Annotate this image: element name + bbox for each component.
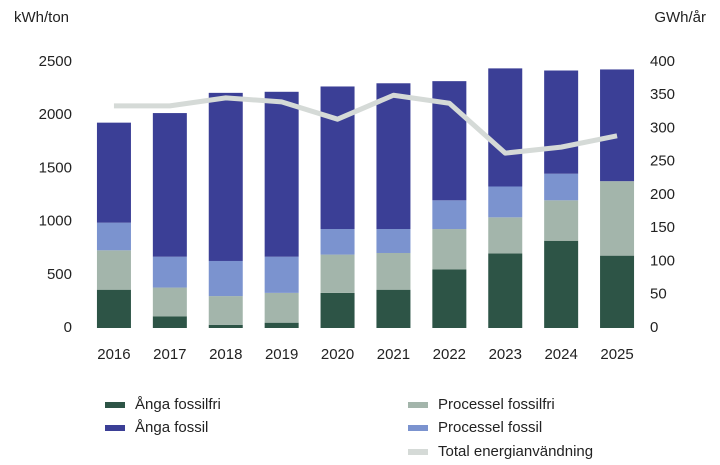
bar-segment xyxy=(376,252,411,290)
x-tick-label: 2024 xyxy=(544,346,577,363)
bar-segment xyxy=(152,287,187,317)
y2-tick-label: 50 xyxy=(650,286,667,303)
bar-segment xyxy=(544,70,579,174)
x-tick-label: 2016 xyxy=(97,346,130,363)
bar-segment xyxy=(544,240,579,328)
bar-segment xyxy=(488,186,523,218)
bar-segment xyxy=(488,217,523,254)
bar-segment xyxy=(600,255,635,328)
bar-segment xyxy=(264,91,299,257)
bar-segment xyxy=(264,322,299,328)
legend-swatch xyxy=(408,449,428,455)
x-tick-label: 2019 xyxy=(265,346,298,363)
legend-label: Processel fossil xyxy=(438,419,542,436)
x-tick-label: 2021 xyxy=(377,346,410,363)
bar-segment xyxy=(152,256,187,288)
y-tick-label: 2000 xyxy=(39,106,72,123)
bar-segment xyxy=(432,269,467,328)
x-tick-label: 2020 xyxy=(321,346,354,363)
legend-label: Total energianvändning xyxy=(438,443,593,460)
y-tick-label: 1000 xyxy=(39,213,72,230)
bar-segment xyxy=(264,292,299,323)
bar-segment xyxy=(320,86,355,230)
bar-segment xyxy=(320,292,355,328)
x-tick-label: 2017 xyxy=(153,346,186,363)
y2-tick-label: 200 xyxy=(650,186,675,203)
y-axis-label: kWh/ton xyxy=(14,9,69,26)
y2-tick-label: 150 xyxy=(650,219,675,236)
bar-segment xyxy=(376,229,411,253)
legend-swatch xyxy=(408,425,428,431)
bar-segment xyxy=(152,113,187,257)
bar-segment xyxy=(544,173,579,201)
legend-label: Processel fossilfri xyxy=(438,396,555,413)
bar-segment xyxy=(96,222,131,251)
bar-segment xyxy=(96,250,131,290)
y2-tick-label: 350 xyxy=(650,86,675,103)
bar-segment xyxy=(96,122,131,223)
x-tick-label: 2023 xyxy=(489,346,522,363)
bar-segment xyxy=(208,92,243,261)
legend-label: Ånga fossilfri xyxy=(135,396,221,413)
x-tick-label: 2018 xyxy=(209,346,242,363)
bar-segment xyxy=(208,324,243,328)
bar-segment xyxy=(432,229,467,270)
y2-axis-label: GWh/år xyxy=(654,9,706,26)
legend-swatch xyxy=(105,402,125,408)
y-tick-label: 500 xyxy=(47,266,72,283)
bar-segment xyxy=(488,68,523,187)
bar-segment xyxy=(320,229,355,255)
bar-segment xyxy=(208,260,243,297)
y2-tick-label: 300 xyxy=(650,119,675,136)
y2-tick-label: 0 xyxy=(650,319,658,336)
bar-segment xyxy=(376,289,411,328)
bar-segment xyxy=(600,181,635,256)
y2-tick-label: 250 xyxy=(650,153,675,170)
bar-segment xyxy=(376,83,411,230)
x-tick-label: 2022 xyxy=(433,346,466,363)
bar-segment xyxy=(320,254,355,293)
bar-segment xyxy=(488,253,523,328)
y2-tick-label: 400 xyxy=(650,53,675,70)
bar-segment xyxy=(152,316,187,328)
bar-segment xyxy=(264,256,299,293)
x-tick-label: 2025 xyxy=(600,346,633,363)
bar-segment xyxy=(432,200,467,230)
y-tick-label: 0 xyxy=(64,319,72,336)
legend-swatch xyxy=(105,425,125,431)
legend-label: Ånga fossil xyxy=(135,419,208,436)
bar-segment xyxy=(96,289,131,328)
bar-segment xyxy=(600,69,635,182)
line xyxy=(113,92,618,156)
bar-segment xyxy=(544,200,579,241)
y-tick-label: 2500 xyxy=(39,53,72,70)
bar-segment xyxy=(208,296,243,325)
y2-tick-label: 100 xyxy=(650,252,675,269)
legend-swatch xyxy=(408,402,428,408)
y-tick-label: 1500 xyxy=(39,159,72,176)
